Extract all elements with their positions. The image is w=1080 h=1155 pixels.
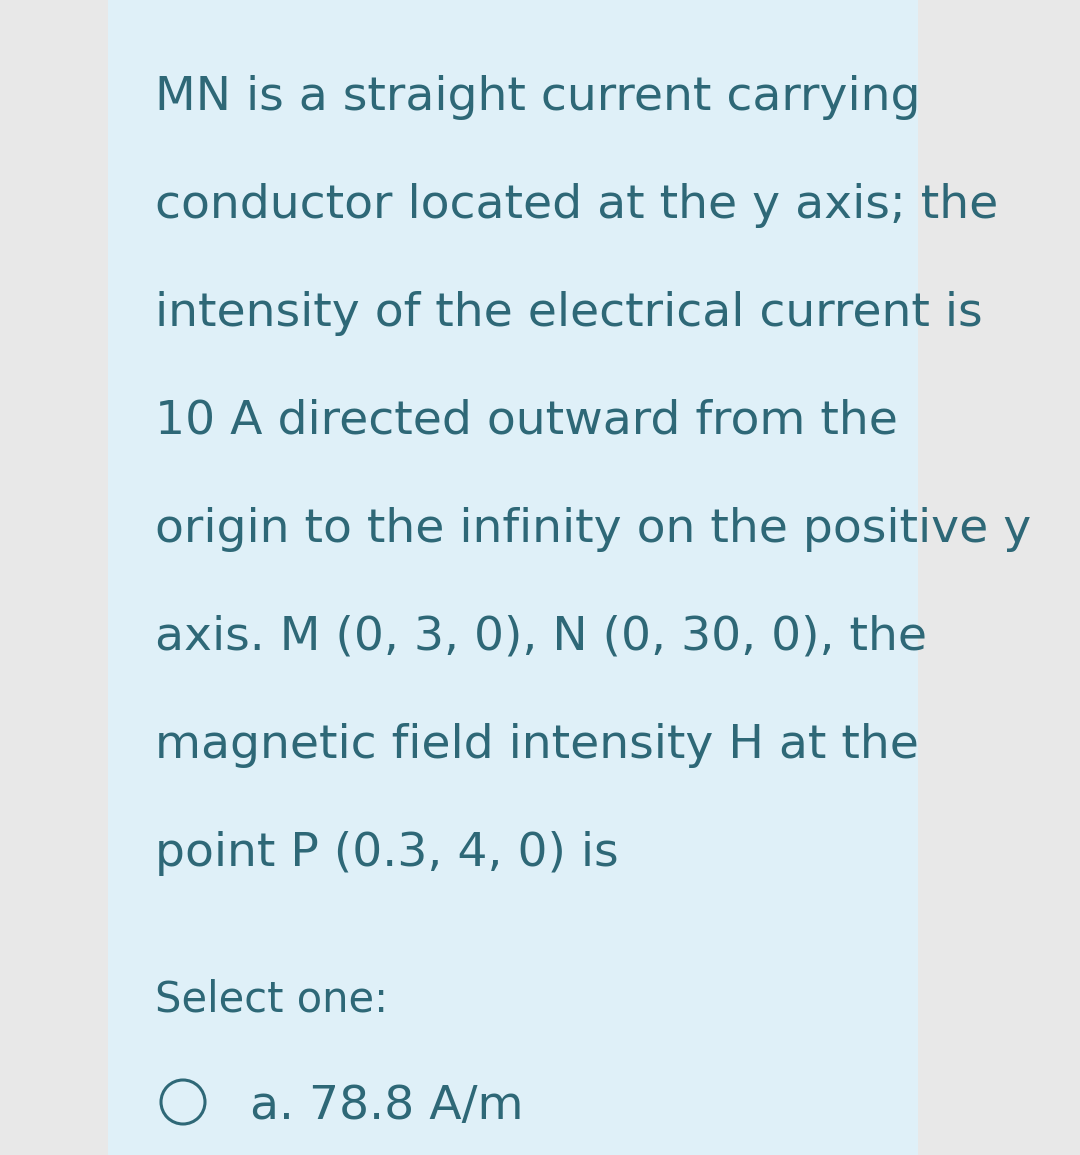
- Text: axis. M (0, 3, 0), N (0, 30, 0), the: axis. M (0, 3, 0), N (0, 30, 0), the: [156, 614, 927, 660]
- Text: magnetic field intensity H at the: magnetic field intensity H at the: [156, 723, 919, 768]
- Text: a. 78.8 A/m: a. 78.8 A/m: [249, 1085, 524, 1128]
- Text: point P (0.3, 4, 0) is: point P (0.3, 4, 0) is: [156, 830, 619, 875]
- Text: 10 A directed outward from the: 10 A directed outward from the: [156, 398, 897, 444]
- Text: conductor located at the y axis; the: conductor located at the y axis; the: [156, 182, 998, 228]
- Text: Select one:: Select one:: [156, 979, 388, 1021]
- Text: origin to the infinity on the positive y: origin to the infinity on the positive y: [156, 507, 1031, 552]
- Text: intensity of the electrical current is: intensity of the electrical current is: [156, 291, 983, 336]
- Text: MN is a straight current carrying: MN is a straight current carrying: [156, 75, 920, 120]
